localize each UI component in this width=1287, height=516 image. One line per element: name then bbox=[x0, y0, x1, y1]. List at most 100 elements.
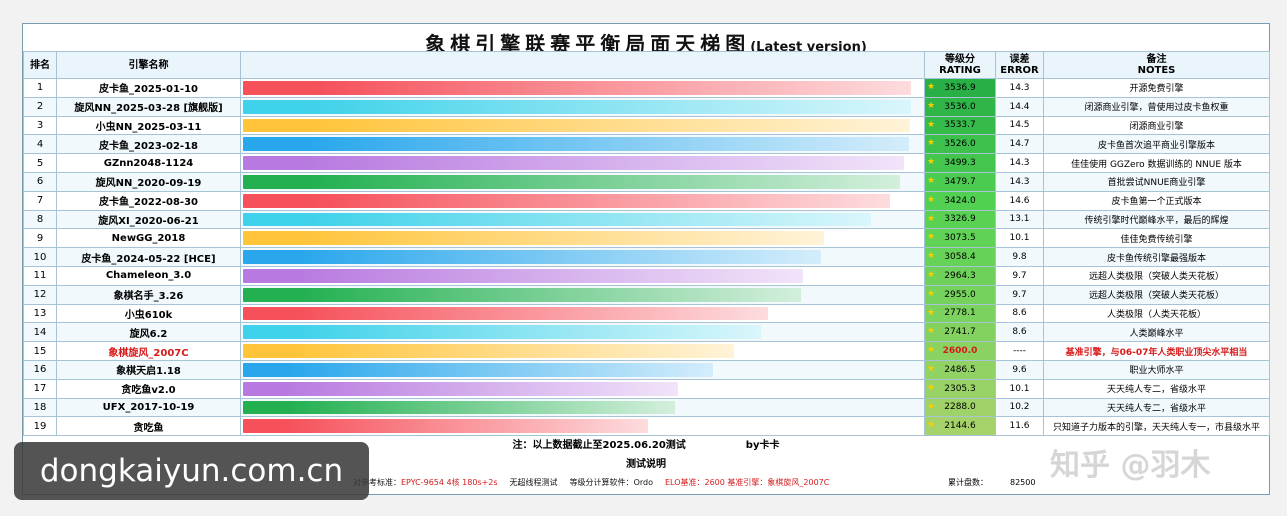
ladder-table: 排名 引擎名称 等级分 RATING 误差 ERROR 备注 NOTES 1 皮卡鱼_2… bbox=[23, 51, 1270, 437]
bar-cell bbox=[240, 96, 925, 117]
rating-value: ★ 3499.3 bbox=[924, 153, 996, 173]
notes-cell: 基准引擎，与06-07年人类职业顶尖水平相当 bbox=[1043, 341, 1270, 361]
star-icon: ★ bbox=[927, 288, 936, 299]
rating-label: 3499.3 bbox=[944, 158, 976, 169]
rating-label: 3073.5 bbox=[944, 233, 976, 244]
engine-name: 皮卡鱼_2024-05-22 [HCE] bbox=[56, 247, 241, 267]
rating-label: 3526.0 bbox=[944, 139, 976, 150]
bar-cell bbox=[240, 416, 925, 437]
engine-name: 皮卡鱼_2023-02-18 bbox=[56, 134, 241, 155]
rating-bar bbox=[243, 400, 676, 415]
table-row: 1 皮卡鱼_2025-01-10 ★ 3536.9 14.3 开源免费引擎 bbox=[23, 78, 1270, 98]
engine-name: 象棋名手_3.26 bbox=[56, 284, 241, 305]
engine-name: 贪吃鱼 bbox=[56, 416, 241, 437]
rank-cell: 11 bbox=[23, 265, 57, 286]
header-bar bbox=[240, 51, 925, 79]
error-value: 13.1 bbox=[995, 209, 1044, 230]
notes-cell: 远超人类极限（突破人类天花板） bbox=[1043, 284, 1270, 305]
rating-value: ★ 2600.0 bbox=[924, 341, 996, 361]
notes-cell: 职业大师水平 bbox=[1043, 359, 1270, 380]
rank-cell: 9 bbox=[23, 228, 57, 249]
rating-bar bbox=[243, 118, 911, 133]
rating-label: 3533.7 bbox=[944, 120, 976, 131]
engine-name: 象棋天启1.18 bbox=[56, 359, 241, 380]
rating-label: 3479.7 bbox=[944, 176, 976, 187]
notes-cell: 远超人类极限（突破人类天花板） bbox=[1043, 265, 1270, 286]
rating-label: 2778.1 bbox=[944, 308, 976, 319]
rating-bar bbox=[243, 250, 821, 264]
table-row: 17 贪吃鱼v2.0 ★ 2305.3 10.1 天天纯人专二，省级水平 bbox=[23, 378, 1270, 399]
star-icon: ★ bbox=[927, 213, 936, 224]
rating-bar bbox=[243, 156, 904, 170]
chart-frame: 象棋引擎联赛平衡局面天梯图(Latest version) 排名 引擎名称 等级… bbox=[22, 23, 1270, 495]
notes-cell: 传统引擎时代巅峰水平，最后的辉煌 bbox=[1043, 209, 1270, 230]
rank-cell: 1 bbox=[23, 78, 57, 98]
notes-cell: 只知道子力版本的引擎，天天纯人专一，市县级水平 bbox=[1043, 416, 1270, 437]
star-icon: ★ bbox=[927, 363, 936, 374]
rating-label: 2288.0 bbox=[944, 402, 976, 413]
rating-label: 3536.9 bbox=[944, 82, 976, 93]
rating-bar bbox=[243, 325, 761, 340]
rating-value: ★ 2305.3 bbox=[924, 378, 996, 399]
rating-value: ★ 3533.7 bbox=[924, 115, 996, 136]
notes-cell: 皮卡鱼首次追平商业引擎版本 bbox=[1043, 134, 1270, 155]
rating-value: ★ 3424.0 bbox=[924, 190, 996, 211]
rating-value: ★ 3536.9 bbox=[924, 78, 996, 98]
bar-cell bbox=[240, 171, 925, 192]
rating-label: 3424.0 bbox=[944, 195, 976, 206]
error-value: 14.6 bbox=[995, 190, 1044, 211]
rank-cell: 15 bbox=[23, 341, 57, 361]
star-icon: ★ bbox=[927, 326, 936, 337]
rank-cell: 6 bbox=[23, 171, 57, 192]
engine-name: 皮卡鱼_2025-01-10 bbox=[56, 78, 241, 98]
bar-cell bbox=[240, 209, 925, 230]
star-icon: ★ bbox=[927, 269, 936, 280]
rating-bar bbox=[243, 344, 735, 358]
engine-name: 旋风6.2 bbox=[56, 322, 241, 343]
error-value: 9.7 bbox=[995, 284, 1044, 305]
engine-name: 小虫610k bbox=[56, 303, 241, 324]
notes-cell: 首批尝试NNUE商业引擎 bbox=[1043, 171, 1270, 192]
rank-cell: 3 bbox=[23, 115, 57, 136]
rating-value: ★ 3479.7 bbox=[924, 171, 996, 192]
engine-name: GZnn2048-1124 bbox=[56, 153, 241, 173]
total-games: 累计盘数： 82500 bbox=[948, 478, 1036, 487]
engine-name: Chameleon_3.0 bbox=[56, 265, 241, 286]
engine-name: NewGG_2018 bbox=[56, 228, 241, 249]
test-title: 测试说明 bbox=[626, 459, 666, 470]
table-row: 4 皮卡鱼_2023-02-18 ★ 3526.0 14.7 皮卡鱼首次追平商业引擎版本 bbox=[23, 134, 1270, 155]
rank-cell: 14 bbox=[23, 322, 57, 343]
rating-label: 2305.3 bbox=[944, 383, 976, 394]
rank-cell: 7 bbox=[23, 190, 57, 211]
table-row: 14 旋风6.2 ★ 2741.7 8.6 人类巅峰水平 bbox=[23, 322, 1270, 343]
rating-value: ★ 2741.7 bbox=[924, 322, 996, 343]
table-row: 7 皮卡鱼_2022-08-30 ★ 3424.0 14.6 皮卡鱼第一个正式版本 bbox=[23, 190, 1270, 211]
rating-label: 2144.6 bbox=[944, 421, 976, 432]
star-icon: ★ bbox=[927, 157, 936, 168]
bar-cell bbox=[240, 303, 925, 324]
star-icon: ★ bbox=[927, 119, 936, 130]
table-row: 13 小虫610k ★ 2778.1 8.6 人类极限（人类天花板） bbox=[23, 303, 1270, 324]
table-row: 16 象棋天启1.18 ★ 2486.5 9.6 职业大师水平 bbox=[23, 359, 1270, 380]
rank-cell: 5 bbox=[23, 153, 57, 173]
engine-name: 旋风XI_2020-06-21 bbox=[56, 209, 241, 230]
bar-cell bbox=[240, 134, 925, 155]
rank-cell: 16 bbox=[23, 359, 57, 380]
bar-cell bbox=[240, 378, 925, 399]
error-value: 10.1 bbox=[995, 378, 1044, 399]
engine-name: 皮卡鱼_2022-08-30 bbox=[56, 190, 241, 211]
engine-name: 贪吃鱼v2.0 bbox=[56, 378, 241, 399]
star-icon: ★ bbox=[927, 420, 936, 431]
rating-label: 2600.0 bbox=[942, 346, 978, 357]
error-value: 9.8 bbox=[995, 247, 1044, 267]
error-value: 10.2 bbox=[995, 397, 1044, 418]
bar-cell bbox=[240, 78, 925, 98]
error-value: 10.1 bbox=[995, 228, 1044, 249]
header-rank: 排名 bbox=[23, 51, 57, 79]
rating-label: 2955.0 bbox=[944, 289, 976, 300]
error-value: 14.3 bbox=[995, 78, 1044, 98]
table-row: 11 Chameleon_3.0 ★ 2964.3 9.7 远超人类极限（突破人类天花板） bbox=[23, 265, 1270, 286]
rating-value: ★ 3536.0 bbox=[924, 96, 996, 117]
rank-cell: 13 bbox=[23, 303, 57, 324]
notes-cell: 闭源商业引擎 bbox=[1043, 115, 1270, 136]
